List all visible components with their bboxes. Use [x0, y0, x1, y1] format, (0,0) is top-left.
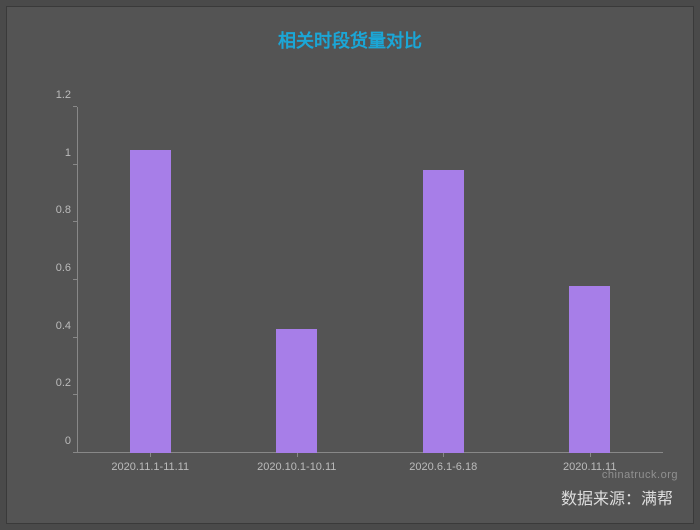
y-tick-mark: [73, 452, 77, 453]
y-tick-label: 0: [65, 435, 71, 447]
x-tick-label: 2020.10.1-10.11: [257, 461, 336, 473]
y-tick-mark: [73, 221, 77, 222]
x-tick-mark: [150, 453, 151, 457]
bar: [423, 170, 464, 453]
x-tick-mark: [297, 453, 298, 457]
y-tick-label: 0.2: [56, 377, 71, 389]
y-tick-label: 0.8: [56, 204, 71, 216]
y-tick-label: 1.2: [56, 89, 71, 101]
bar: [276, 329, 317, 453]
x-tick-mark: [590, 453, 591, 457]
bar: [569, 286, 610, 453]
x-tick-label: 2020.11.1-11.11: [111, 461, 189, 473]
chart-frame: 相关时段货量对比 00.20.40.60.811.22020.11.1-11.1…: [6, 6, 694, 524]
plot-area: 00.20.40.60.811.22020.11.1-11.112020.10.…: [77, 107, 663, 453]
y-tick-label: 0.4: [56, 320, 71, 332]
bar: [130, 150, 171, 453]
watermark-text: chinatruck.org: [602, 469, 678, 481]
y-tick-mark: [73, 106, 77, 107]
y-axis: [77, 107, 78, 453]
y-tick-label: 1: [65, 147, 71, 159]
chart-title: 相关时段货量对比: [7, 27, 693, 53]
y-tick-label: 0.6: [56, 262, 71, 274]
data-source-label: 数据来源：满帮: [561, 485, 673, 509]
y-tick-mark: [73, 164, 77, 165]
y-tick-mark: [73, 337, 77, 338]
y-tick-mark: [73, 279, 77, 280]
x-tick-label: 2020.6.1-6.18: [409, 461, 477, 473]
x-tick-mark: [443, 453, 444, 457]
y-tick-mark: [73, 394, 77, 395]
